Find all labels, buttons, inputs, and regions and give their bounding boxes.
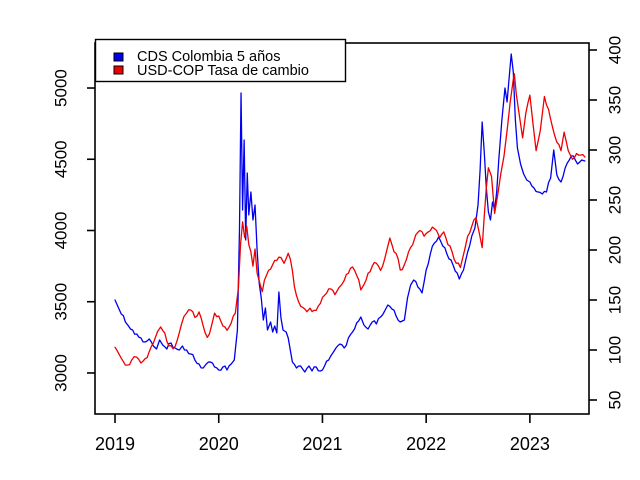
left-tick-label-3000: 3000 <box>51 354 70 392</box>
left-tick-label-4500: 4500 <box>51 140 70 178</box>
x-tick-label-2020: 2020 <box>199 434 239 454</box>
right-tick-label-300: 300 <box>605 136 624 164</box>
series-layer <box>114 53 586 373</box>
right-tick-label-250: 250 <box>605 186 624 214</box>
x-tick-label-2019: 2019 <box>95 434 135 454</box>
right-tick-label-50: 50 <box>605 391 624 410</box>
left-tick-label-5000: 5000 <box>51 69 70 107</box>
x-tick-label-2023: 2023 <box>510 434 550 454</box>
right-tick-label-150: 150 <box>605 286 624 314</box>
cds-line <box>114 53 586 373</box>
legend-box <box>94 38 347 83</box>
x-tick-label-2022: 2022 <box>406 434 446 454</box>
right-tick-label-200: 200 <box>605 236 624 264</box>
usdcop-line <box>114 73 586 366</box>
legend-swatch-cds-icon <box>113 52 124 62</box>
legend: CDS Colombia 5 años USD-COP Tasa de camb… <box>94 38 347 83</box>
right-tick-label-100: 100 <box>605 336 624 364</box>
right-tick-label-350: 350 <box>605 86 624 114</box>
left-tick-label-4000: 4000 <box>51 212 70 250</box>
left-tick-label-3500: 3500 <box>51 283 70 321</box>
legend-label-usdcop: USD-COP Tasa de cambio <box>137 63 309 79</box>
x-tick-label-2021: 2021 <box>302 434 342 454</box>
axes-layer: 2019 2020 2021 2022 2023 3000 3500 4000 4500 5000… <box>51 36 624 454</box>
right-tick-label-400: 400 <box>605 36 624 64</box>
legend-swatch-usdcop-icon <box>113 65 124 75</box>
legend-label-cds: CDS Colombia 5 años <box>137 49 280 65</box>
